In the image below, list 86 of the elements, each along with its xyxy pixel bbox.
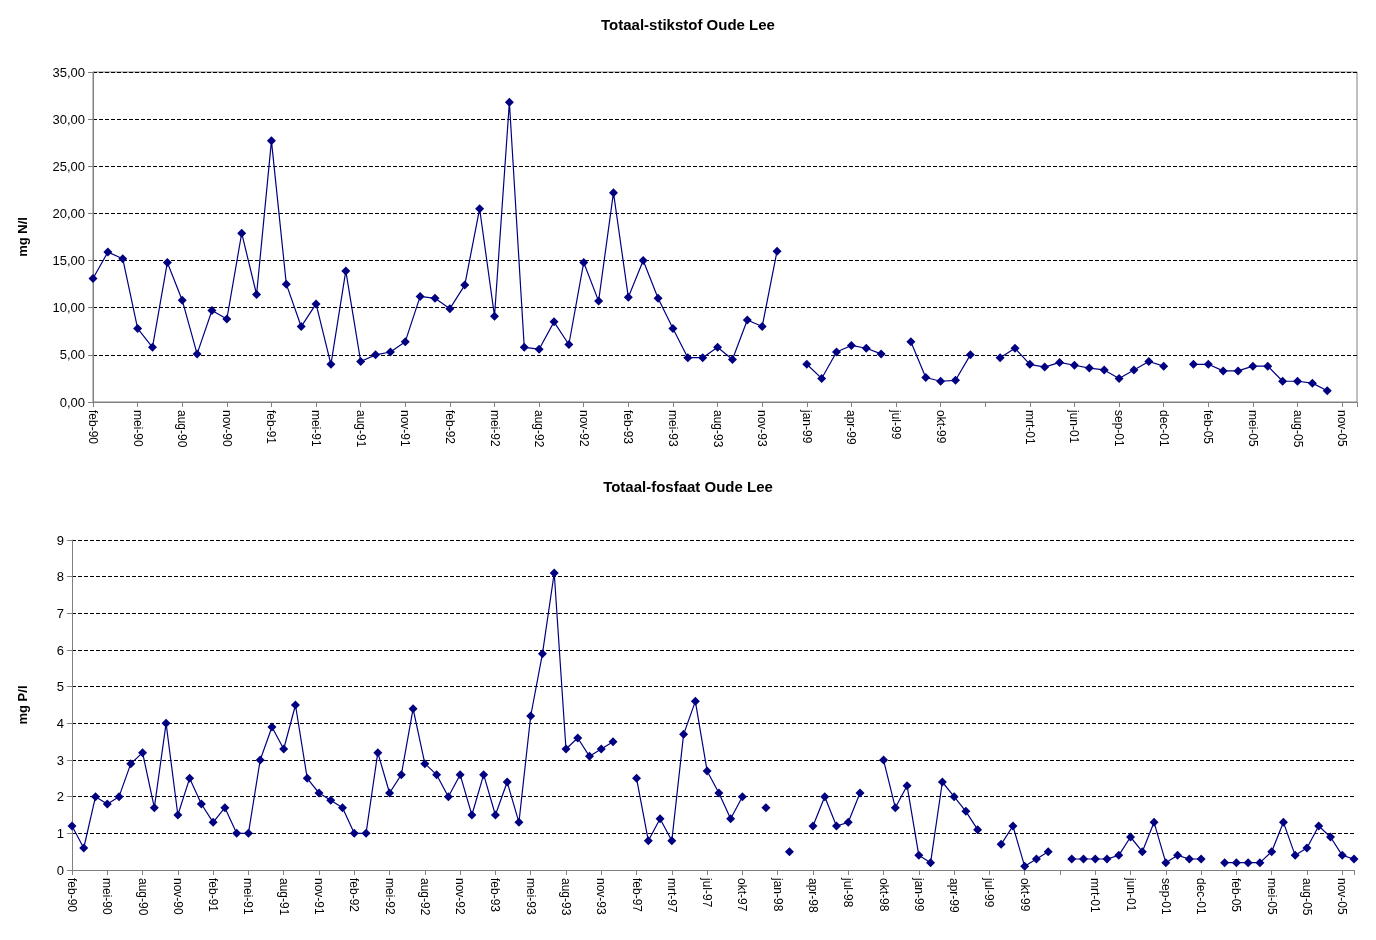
y-tick-label: 20,00 (52, 205, 85, 221)
x-tick-label: dec-01 (1156, 410, 1171, 448)
x-tick-label: aug-90 (175, 410, 190, 448)
x-tick-label: aug-91 (276, 878, 291, 916)
x-tick-label: aug-90 (135, 878, 150, 916)
x-tick-label: okt-98 (876, 878, 891, 912)
y-tick-label: 3 (56, 752, 64, 768)
x-tick-label: nov-92 (576, 410, 591, 448)
x-tick-label: feb-91 (206, 878, 221, 913)
x-tick-label: okt-99 (1017, 878, 1032, 912)
x-tick-label: jan-98 (770, 877, 785, 912)
x-tick-label: apr-99 (947, 878, 962, 914)
x-tick-label: mei-92 (487, 410, 502, 448)
y-tick-label: 1 (56, 825, 64, 841)
y-tick-label: 15,00 (52, 253, 85, 269)
x-tick-label: nov-93 (594, 878, 609, 916)
x-tick-label: mei-90 (100, 878, 115, 916)
x-tick-label: jul-98 (841, 877, 856, 908)
x-tick-label: aug-93 (558, 878, 573, 916)
y-tick-label: 30,00 (52, 111, 85, 127)
x-tick-label: sep-01 (1112, 410, 1127, 448)
x-tick-label: feb-90 (65, 878, 79, 913)
x-tick-label: mei-93 (523, 878, 538, 916)
y-tick-label: 9 (56, 532, 64, 548)
x-tick-label: nov-91 (398, 410, 413, 448)
y-tick-label: 5 (56, 679, 64, 695)
x-tick-label: jul-97 (700, 877, 715, 908)
y-tick-label: 6 (56, 642, 64, 658)
x-tick-label: mrt-97 (664, 878, 679, 913)
x-tick-label: mrt-01 (1022, 410, 1037, 445)
x-tick-label: nov-05 (1335, 878, 1350, 916)
x-tick-label: mrt-01 (1088, 878, 1103, 913)
x-tick-label: nov-90 (219, 410, 234, 448)
chart-title: Totaal-fosfaat Oude Lee (603, 478, 773, 495)
y-tick-label: 10,00 (52, 300, 85, 316)
x-tick-label: jul-99 (982, 877, 997, 908)
x-tick-label: feb-05 (1229, 878, 1244, 913)
x-tick-label: nov-93 (755, 410, 770, 448)
y-tick-label: 4 (56, 715, 64, 731)
y-axis-title: mg P/l (15, 685, 30, 725)
x-tick-label: feb-92 (347, 878, 362, 913)
y-tick-label: 25,00 (52, 158, 85, 174)
x-tick-label: mei-05 (1264, 878, 1279, 916)
x-tick-label: feb-05 (1201, 410, 1216, 445)
x-tick-label: mei-05 (1245, 410, 1260, 448)
x-tick-label: feb-92 (442, 410, 457, 445)
y-tick-label: 2 (56, 789, 64, 805)
x-tick-label: nov-92 (453, 878, 468, 916)
x-tick-label: jun-01 (1067, 409, 1082, 444)
y-tick-label: 0 (56, 862, 64, 878)
y-tick-label: 7 (56, 605, 64, 621)
y-tick-label: 0,00 (59, 394, 85, 410)
x-tick-label: aug-92 (532, 410, 547, 448)
x-tick-label: feb-93 (621, 410, 636, 445)
x-tick-label: nov-91 (311, 878, 326, 916)
x-tick-label: apr-98 (805, 878, 820, 914)
x-tick-label: nov-05 (1335, 410, 1350, 448)
x-tick-label: mei-91 (241, 878, 256, 916)
x-tick-label: aug-05 (1299, 878, 1314, 916)
x-tick-label: aug-91 (353, 410, 368, 448)
x-tick-label: feb-93 (488, 878, 503, 913)
x-tick-label: okt-99 (933, 410, 948, 444)
x-tick-label: okt-97 (735, 878, 750, 912)
x-tick-label: mei-90 (130, 410, 145, 448)
x-tick-label: mei-91 (309, 410, 324, 448)
x-tick-label: aug-92 (417, 878, 432, 916)
x-tick-label: sep-01 (1158, 878, 1173, 916)
x-tick-label: aug-93 (710, 410, 725, 448)
x-tick-label: mei-93 (665, 410, 680, 448)
x-tick-label: feb-90 (86, 410, 100, 445)
x-tick-label: apr-99 (844, 410, 859, 446)
chart-title: Totaal-stikstof Oude Lee (601, 16, 775, 33)
x-tick-label: jul-99 (889, 409, 904, 440)
x-tick-label: jan-99 (799, 409, 814, 444)
y-tick-label: 5,00 (59, 347, 85, 363)
y-tick-label: 35,00 (52, 64, 85, 80)
x-tick-label: aug-05 (1290, 410, 1305, 448)
x-tick-label: mei-92 (382, 878, 397, 916)
x-tick-label: jun-01 (1123, 877, 1138, 912)
x-tick-label: feb-97 (629, 878, 644, 913)
x-tick-label: jan-99 (911, 877, 926, 912)
x-tick-label: dec-01 (1194, 878, 1209, 916)
y-tick-label: 8 (56, 569, 64, 585)
x-tick-label: nov-90 (170, 878, 185, 916)
x-tick-label: feb-91 (264, 410, 279, 445)
y-axis-title: mg N/l (15, 217, 30, 257)
